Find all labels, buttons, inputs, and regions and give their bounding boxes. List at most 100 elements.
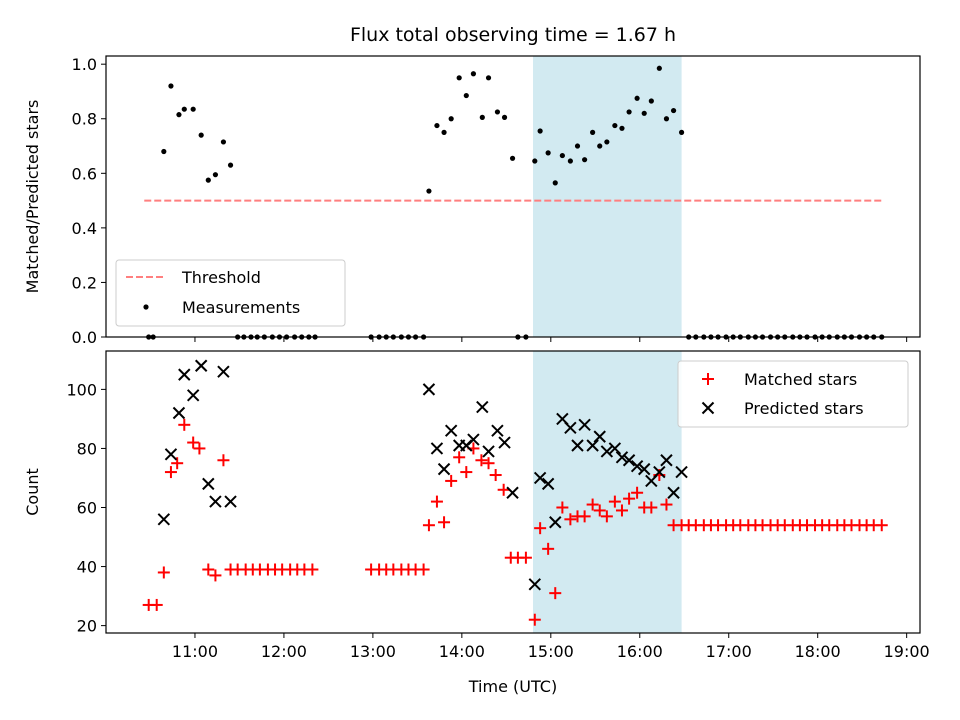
predicted-star-point xyxy=(482,445,495,458)
ratio-legend: Threshold Measurements xyxy=(115,259,346,327)
x-diag-b xyxy=(533,471,547,485)
predicted-star-point xyxy=(172,406,186,420)
shaded-observing-window xyxy=(533,351,682,633)
measurement-point xyxy=(552,180,558,186)
measurement-point xyxy=(509,155,516,161)
predicted-star-point xyxy=(615,451,629,464)
x-tick-label: 15:00 xyxy=(528,642,574,661)
matched-star-point xyxy=(534,522,547,535)
matched-star-point xyxy=(564,513,577,526)
x-diag-b xyxy=(164,448,178,461)
measurement-point xyxy=(670,107,677,114)
matched-star-point xyxy=(150,598,163,611)
matched-star-point xyxy=(593,504,606,517)
matched-star-point xyxy=(578,510,591,523)
matched-star-point xyxy=(306,563,319,576)
matched-star-point xyxy=(549,587,562,600)
x-diag-b xyxy=(202,477,215,491)
x-diag-b xyxy=(476,400,489,414)
predicted-star-point xyxy=(437,462,451,476)
predicted-star-point xyxy=(224,495,237,508)
legend-predicted-swatch-b xyxy=(701,401,715,415)
measurement-point xyxy=(641,110,647,116)
x-diag-b xyxy=(541,477,555,491)
x-diag-b xyxy=(157,513,171,526)
measurement-point xyxy=(501,114,508,120)
predicted-star-point xyxy=(533,471,547,485)
x-diag-b xyxy=(178,368,191,381)
count-x-ticks: 11:00 12:00 13:00 14:00 15:00 16:00 17:00 18:00… xyxy=(172,633,930,661)
x-diag-b xyxy=(186,389,200,402)
x-tick-label: 12:00 xyxy=(261,642,307,661)
measurement-point xyxy=(494,109,501,115)
matched-star-point xyxy=(193,442,206,455)
matched-star-point xyxy=(542,542,555,555)
x-tick-label: 16:00 xyxy=(617,642,663,661)
measurement-point xyxy=(656,65,662,71)
ratio-shaded-region xyxy=(533,56,682,337)
matched-star-point xyxy=(422,519,435,532)
matched-star-point xyxy=(453,451,466,464)
matched-star-point xyxy=(608,495,621,508)
x-diag-b xyxy=(667,486,680,499)
measurement-point xyxy=(441,129,447,135)
predicted-star-point xyxy=(660,454,673,467)
ratio-y-axis-label: Matched/Predicted stars xyxy=(23,100,42,294)
predicted-star-point xyxy=(194,359,208,372)
x-diag-b xyxy=(430,442,444,455)
ratio-panel: 0.0 0.2 0.4 0.6 0.8 1.0 Matched/Predicted sta… xyxy=(23,55,921,347)
x-diag-b xyxy=(194,359,208,372)
matched-star-point xyxy=(615,504,628,517)
matched-star-point xyxy=(157,566,170,579)
predicted-star-point xyxy=(622,454,636,467)
measurement-point xyxy=(574,143,581,149)
predicted-star-point xyxy=(202,477,215,491)
x-diag-b xyxy=(564,421,577,434)
predicted-star-point xyxy=(638,462,651,476)
predicted-star-point xyxy=(217,365,230,378)
x-diag-b xyxy=(653,465,666,479)
measurement-point xyxy=(161,148,167,155)
measurement-point xyxy=(619,125,625,131)
x-diag-b xyxy=(498,436,511,449)
measurement-point xyxy=(612,122,618,129)
measurement-point xyxy=(456,75,462,81)
predicted-star-point xyxy=(157,513,171,526)
legend-box xyxy=(677,360,909,428)
matched-star-point xyxy=(460,466,473,479)
predicted-star-point xyxy=(430,442,444,455)
predicted-star-point xyxy=(593,430,606,443)
legend-measurements-swatch xyxy=(143,304,149,310)
x-tick-label: 14:00 xyxy=(439,642,485,661)
predicted-star-point xyxy=(209,495,222,508)
x-diag-b xyxy=(506,486,519,499)
predicted-star-point xyxy=(506,486,519,499)
matched-star-point xyxy=(417,563,430,576)
matched-star-point xyxy=(556,501,569,514)
x-diag-b xyxy=(660,454,673,467)
matched-star-point xyxy=(430,495,443,508)
y-tick-label: 1.0 xyxy=(72,55,97,74)
predicted-star-point xyxy=(608,442,622,455)
measurement-point xyxy=(426,188,432,194)
count-legend: Matched stars Predicted stars xyxy=(677,360,909,428)
measurement-point xyxy=(181,106,187,112)
measurement-point xyxy=(626,109,632,115)
matched-star-point xyxy=(645,501,658,514)
legend-box xyxy=(115,259,346,327)
measurement-point xyxy=(463,92,469,99)
x-diag-b xyxy=(482,445,495,458)
x-diag-b xyxy=(422,383,436,396)
predicted-star-point xyxy=(667,486,680,499)
measurement-point xyxy=(205,177,211,183)
matched-star-point xyxy=(482,457,495,470)
x-diag-b xyxy=(622,454,636,467)
measurement-point xyxy=(485,75,492,81)
matched-star-point xyxy=(209,569,222,582)
measurement-point xyxy=(448,116,454,122)
x-tick-label: 13:00 xyxy=(350,642,396,661)
matched-star-point xyxy=(438,516,451,529)
measurement-point xyxy=(567,158,573,164)
x-diag-b xyxy=(491,424,504,437)
predicted-star-point xyxy=(630,459,644,473)
